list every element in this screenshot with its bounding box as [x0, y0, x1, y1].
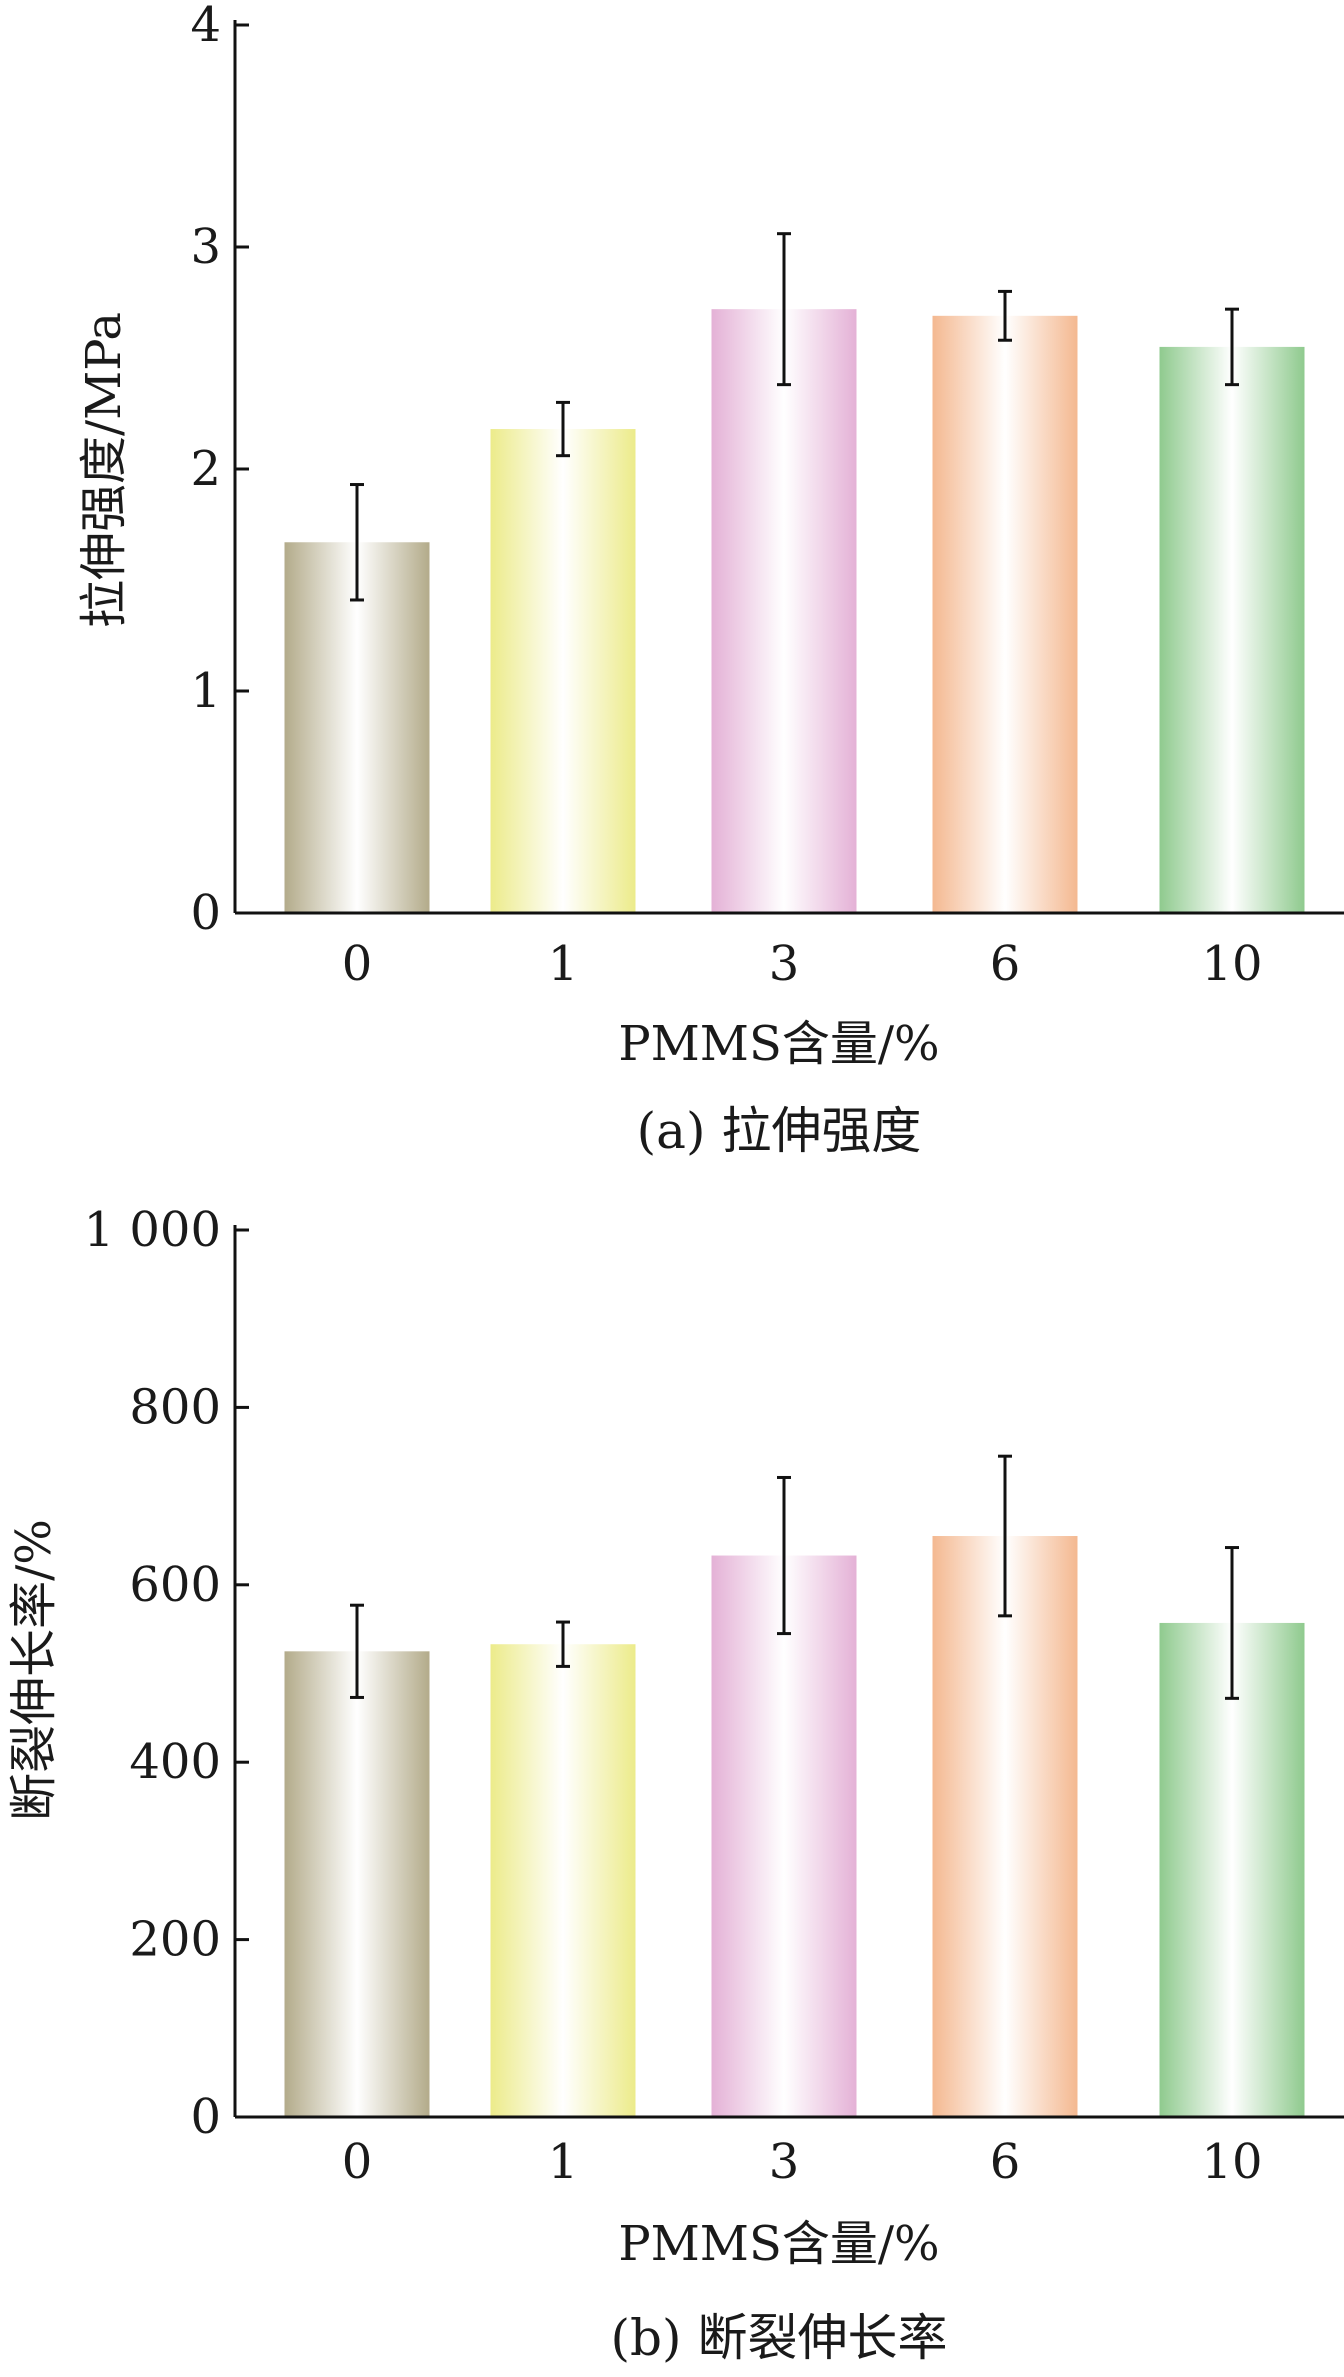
- y-tick-label: 2: [190, 441, 221, 497]
- error-bar-0: [350, 483, 364, 602]
- bar-3: [711, 1555, 857, 2117]
- y-tick-label: 0: [190, 2089, 221, 2145]
- y-tick-label: 1: [190, 663, 221, 719]
- bar-0: [284, 1651, 430, 2117]
- x-tick-label: 10: [1201, 2134, 1262, 2190]
- chart-elongation-at-break: 0 200 400 600 800 1 000 0 1 3 6 10 PMMS含量/% 断裂伸长率/% (…: [6, 1202, 1344, 2367]
- bar-6: [932, 1536, 1078, 2117]
- y-tick-label: 800: [129, 1379, 221, 1435]
- error-bar-10: [1225, 307, 1239, 387]
- chart-caption: (b) 断裂伸长率: [611, 2309, 948, 2367]
- x-axis-title: PMMS含量/%: [618, 2216, 939, 2272]
- y-tick-label: 200: [129, 1912, 221, 1968]
- x-tick-label: 6: [990, 2134, 1021, 2190]
- x-tick-label: 1: [548, 936, 579, 992]
- error-bar-0: [350, 1603, 364, 1699]
- error-bar-6: [998, 1454, 1012, 1618]
- chart-caption: (a) 拉伸强度: [637, 1102, 922, 1160]
- y-tick-label: 600: [129, 1557, 221, 1613]
- y-tick-label: 0: [190, 885, 221, 941]
- x-tick-label: 3: [769, 936, 800, 992]
- error-bar-6: [998, 289, 1012, 342]
- y-axis-title: 拉伸强度/MPa: [76, 312, 132, 628]
- error-bar-3: [777, 232, 791, 387]
- x-tick-label: 1: [548, 2134, 579, 2190]
- error-bar-1: [556, 400, 570, 458]
- error-bar-1: [556, 1620, 570, 1668]
- bar-10: [1159, 1622, 1305, 2117]
- x-tick-label: 0: [342, 936, 373, 992]
- bar-3: [711, 309, 857, 913]
- x-axis-title: PMMS含量/%: [618, 1016, 939, 1072]
- x-tick-label: 0: [342, 2134, 373, 2190]
- x-tick-label: 3: [769, 2134, 800, 2190]
- bar-0: [284, 542, 430, 913]
- x-tick-label: 6: [990, 936, 1021, 992]
- y-tick-label: 1 000: [84, 1202, 221, 1258]
- y-tick-label: 4: [190, 0, 221, 53]
- bar-1: [490, 1644, 636, 2117]
- bar-10: [1159, 346, 1305, 913]
- error-bar-10: [1225, 1546, 1239, 1700]
- x-tick-label: 10: [1201, 936, 1262, 992]
- chart-tensile-strength: 0 1 2 3 4 0 1 3 6 10 PMMS含量/% 拉伸强度/MPa (a) 拉伸强度: [76, 0, 1344, 1160]
- y-axis-title: 断裂伸长率/%: [6, 1519, 62, 1821]
- y-tick-label: 3: [190, 219, 221, 275]
- bar-1: [490, 429, 636, 913]
- y-tick-label: 400: [129, 1734, 221, 1790]
- bar-6: [932, 315, 1078, 913]
- error-bar-3: [777, 1475, 791, 1636]
